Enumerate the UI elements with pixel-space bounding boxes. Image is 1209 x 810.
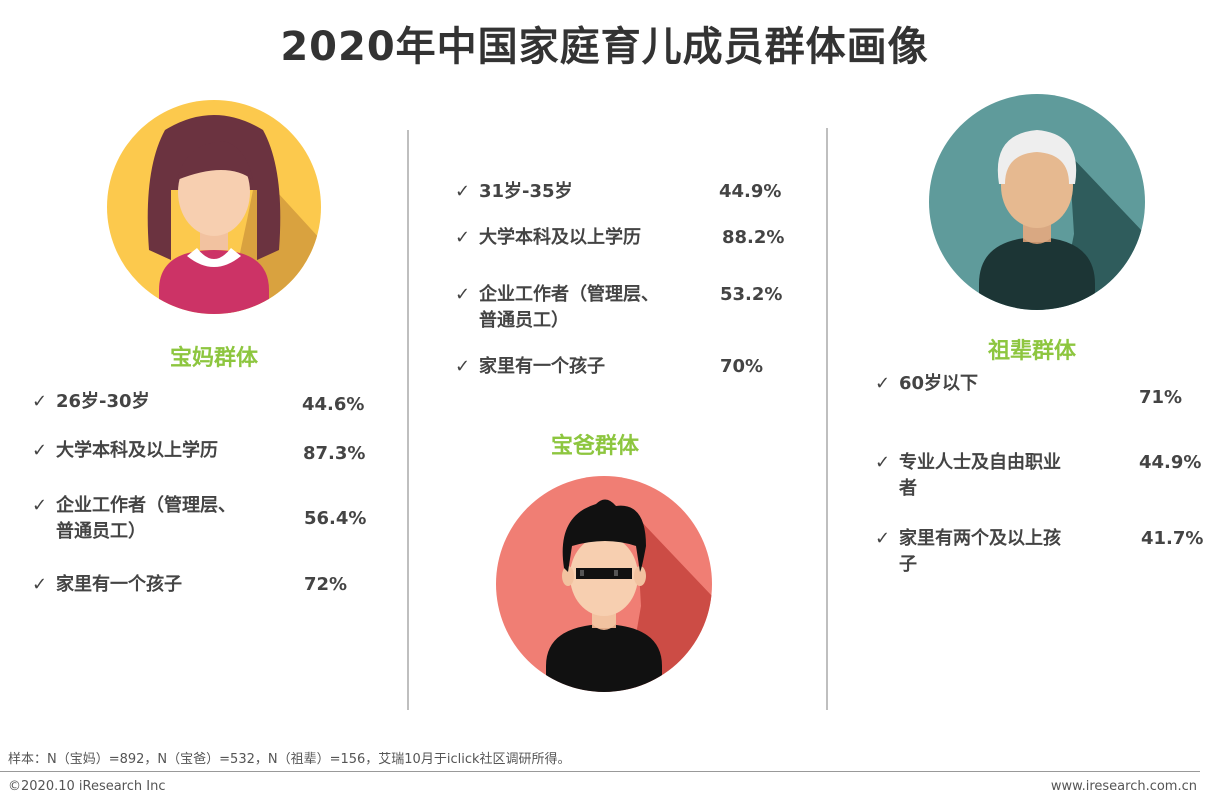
grandparent-avatar-icon bbox=[929, 94, 1145, 310]
grand-group-name: 祖辈群体 bbox=[988, 339, 1077, 364]
dad-group-name: 宝爸群体 bbox=[551, 434, 640, 459]
grand-stat-age: ✓ 60岁以下 71% bbox=[875, 373, 1183, 408]
mom-group-name: 宝妈群体 bbox=[170, 346, 259, 371]
sample-footnote: 样本：N（宝妈）=892，N（宝爸）=532，N（祖辈）=156，艾瑞10月于i… bbox=[8, 752, 571, 767]
mom-stat-education: ✓ 大学本科及以上学历 87.3% bbox=[32, 440, 366, 464]
column-divider-right bbox=[826, 128, 828, 710]
grand-stat-occupation: ✓ 专业人士及自由职业 者 44.9% bbox=[875, 452, 1202, 499]
check-icon: ✓ bbox=[32, 391, 48, 412]
check-icon: ✓ bbox=[32, 574, 48, 595]
website-link[interactable]: www.iresearch.com.cn bbox=[1050, 779, 1197, 794]
mom-stat-occupation: ✓ 企业工作者（管理层、 普通员工） 56.4% bbox=[32, 495, 367, 542]
check-icon: ✓ bbox=[455, 284, 471, 305]
copyright-text: ©2020.10 iResearch Inc bbox=[8, 779, 166, 794]
column-divider-left bbox=[407, 130, 409, 710]
dad-stat-occupation: ✓ 企业工作者（管理层、 普通员工） 53.2% bbox=[455, 284, 783, 331]
mom-stat-children: ✓ 家里有一个孩子 72% bbox=[32, 574, 348, 595]
man-sunglasses-avatar-icon bbox=[496, 476, 712, 692]
check-icon: ✓ bbox=[32, 440, 48, 461]
footer-divider bbox=[0, 771, 1200, 772]
check-icon: ✓ bbox=[875, 528, 891, 549]
woman-avatar-icon bbox=[107, 100, 321, 314]
check-icon: ✓ bbox=[455, 181, 471, 202]
grand-stat-children: ✓ 家里有两个及以上孩 子 41.7% bbox=[875, 528, 1204, 575]
check-icon: ✓ bbox=[32, 495, 48, 516]
dad-stat-children: ✓ 家里有一个孩子 70% bbox=[455, 356, 764, 377]
mom-stat-age: ✓ 26岁-30岁 44.6% bbox=[32, 391, 365, 415]
check-icon: ✓ bbox=[455, 356, 471, 377]
check-icon: ✓ bbox=[875, 452, 891, 473]
page-title: 2020年中国家庭育儿成员群体画像 bbox=[280, 24, 929, 70]
dad-stat-age: ✓ 31岁-35岁 44.9% bbox=[455, 181, 782, 202]
check-icon: ✓ bbox=[455, 227, 471, 248]
check-icon: ✓ bbox=[875, 373, 891, 394]
dad-stat-education: ✓ 大学本科及以上学历 88.2% bbox=[455, 227, 785, 248]
